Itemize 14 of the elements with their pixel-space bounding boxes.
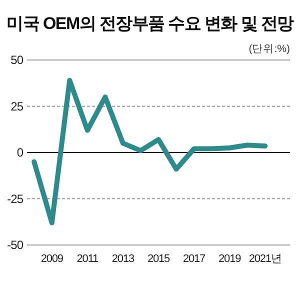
x-tick-label: 2011 xyxy=(76,253,99,265)
x-tick-label: 2015 xyxy=(147,253,170,265)
y-tick-label: 50 xyxy=(10,53,24,68)
y-tick-label: -50 xyxy=(7,238,24,252)
x-tick-label: 2013 xyxy=(112,253,134,265)
y-tick-label: 25 xyxy=(10,99,24,114)
y-tick-label: -25 xyxy=(7,192,24,206)
x-tick-label: 2017 xyxy=(183,253,206,265)
chart-title: 미국 OEM의 전장부품 수요 변화 및 전망 xyxy=(6,14,294,33)
x-tick-label: 2009 xyxy=(40,253,64,265)
x-tick-label: 2019 xyxy=(218,253,242,265)
chart-subtitle: (단위:%) xyxy=(248,43,290,55)
x-tick-label: 2021년 xyxy=(248,253,282,265)
y-tick-label: 0 xyxy=(16,146,24,160)
